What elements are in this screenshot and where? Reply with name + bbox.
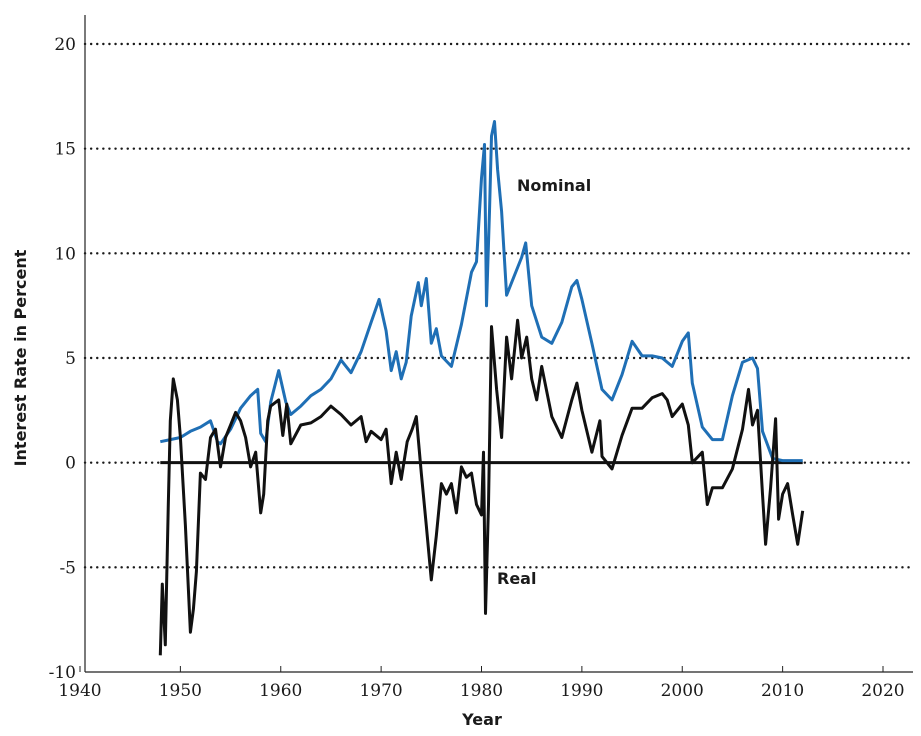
x-tick-label: 1980 [460, 681, 503, 701]
y-tick-label: 5 [65, 349, 76, 369]
annotation-real: Real [497, 569, 536, 588]
x-tick-label: 1990 [560, 681, 603, 701]
x-tick-label: 2010 [761, 681, 804, 701]
x-tick-label: 1960 [259, 681, 302, 701]
y-tick-label: 0 [65, 454, 76, 474]
series-line-nominal [159, 120, 803, 463]
x-tick-label: 1970 [359, 681, 402, 701]
y-tick-label: 10 [54, 244, 76, 264]
x-axis-title: Year [461, 710, 502, 729]
y-tick-label: 15 [54, 140, 76, 160]
y-tick-label: -5 [59, 558, 76, 578]
x-tick-label: 2020 [861, 681, 904, 701]
annotation-nominal: Nominal [517, 176, 591, 195]
series-lines [158, 120, 805, 656]
y-tick-labels: -10 -5 0 5 10 15 20 [49, 35, 76, 683]
x-tick-label: 1950 [159, 681, 202, 701]
y-tick-label: 20 [54, 35, 76, 55]
x-tick-label: 2000 [661, 681, 704, 701]
axes [84, 15, 913, 673]
y-axis-title: Interest Rate in Percent [11, 249, 30, 466]
y-tick-label: -10 [49, 663, 76, 683]
x-tick-label: 1940 [58, 681, 101, 701]
x-tick-labels: 1940 1950 1960 1970 1980 1990 2000 2010 2020 [58, 666, 905, 701]
series-line-real [158, 318, 805, 656]
